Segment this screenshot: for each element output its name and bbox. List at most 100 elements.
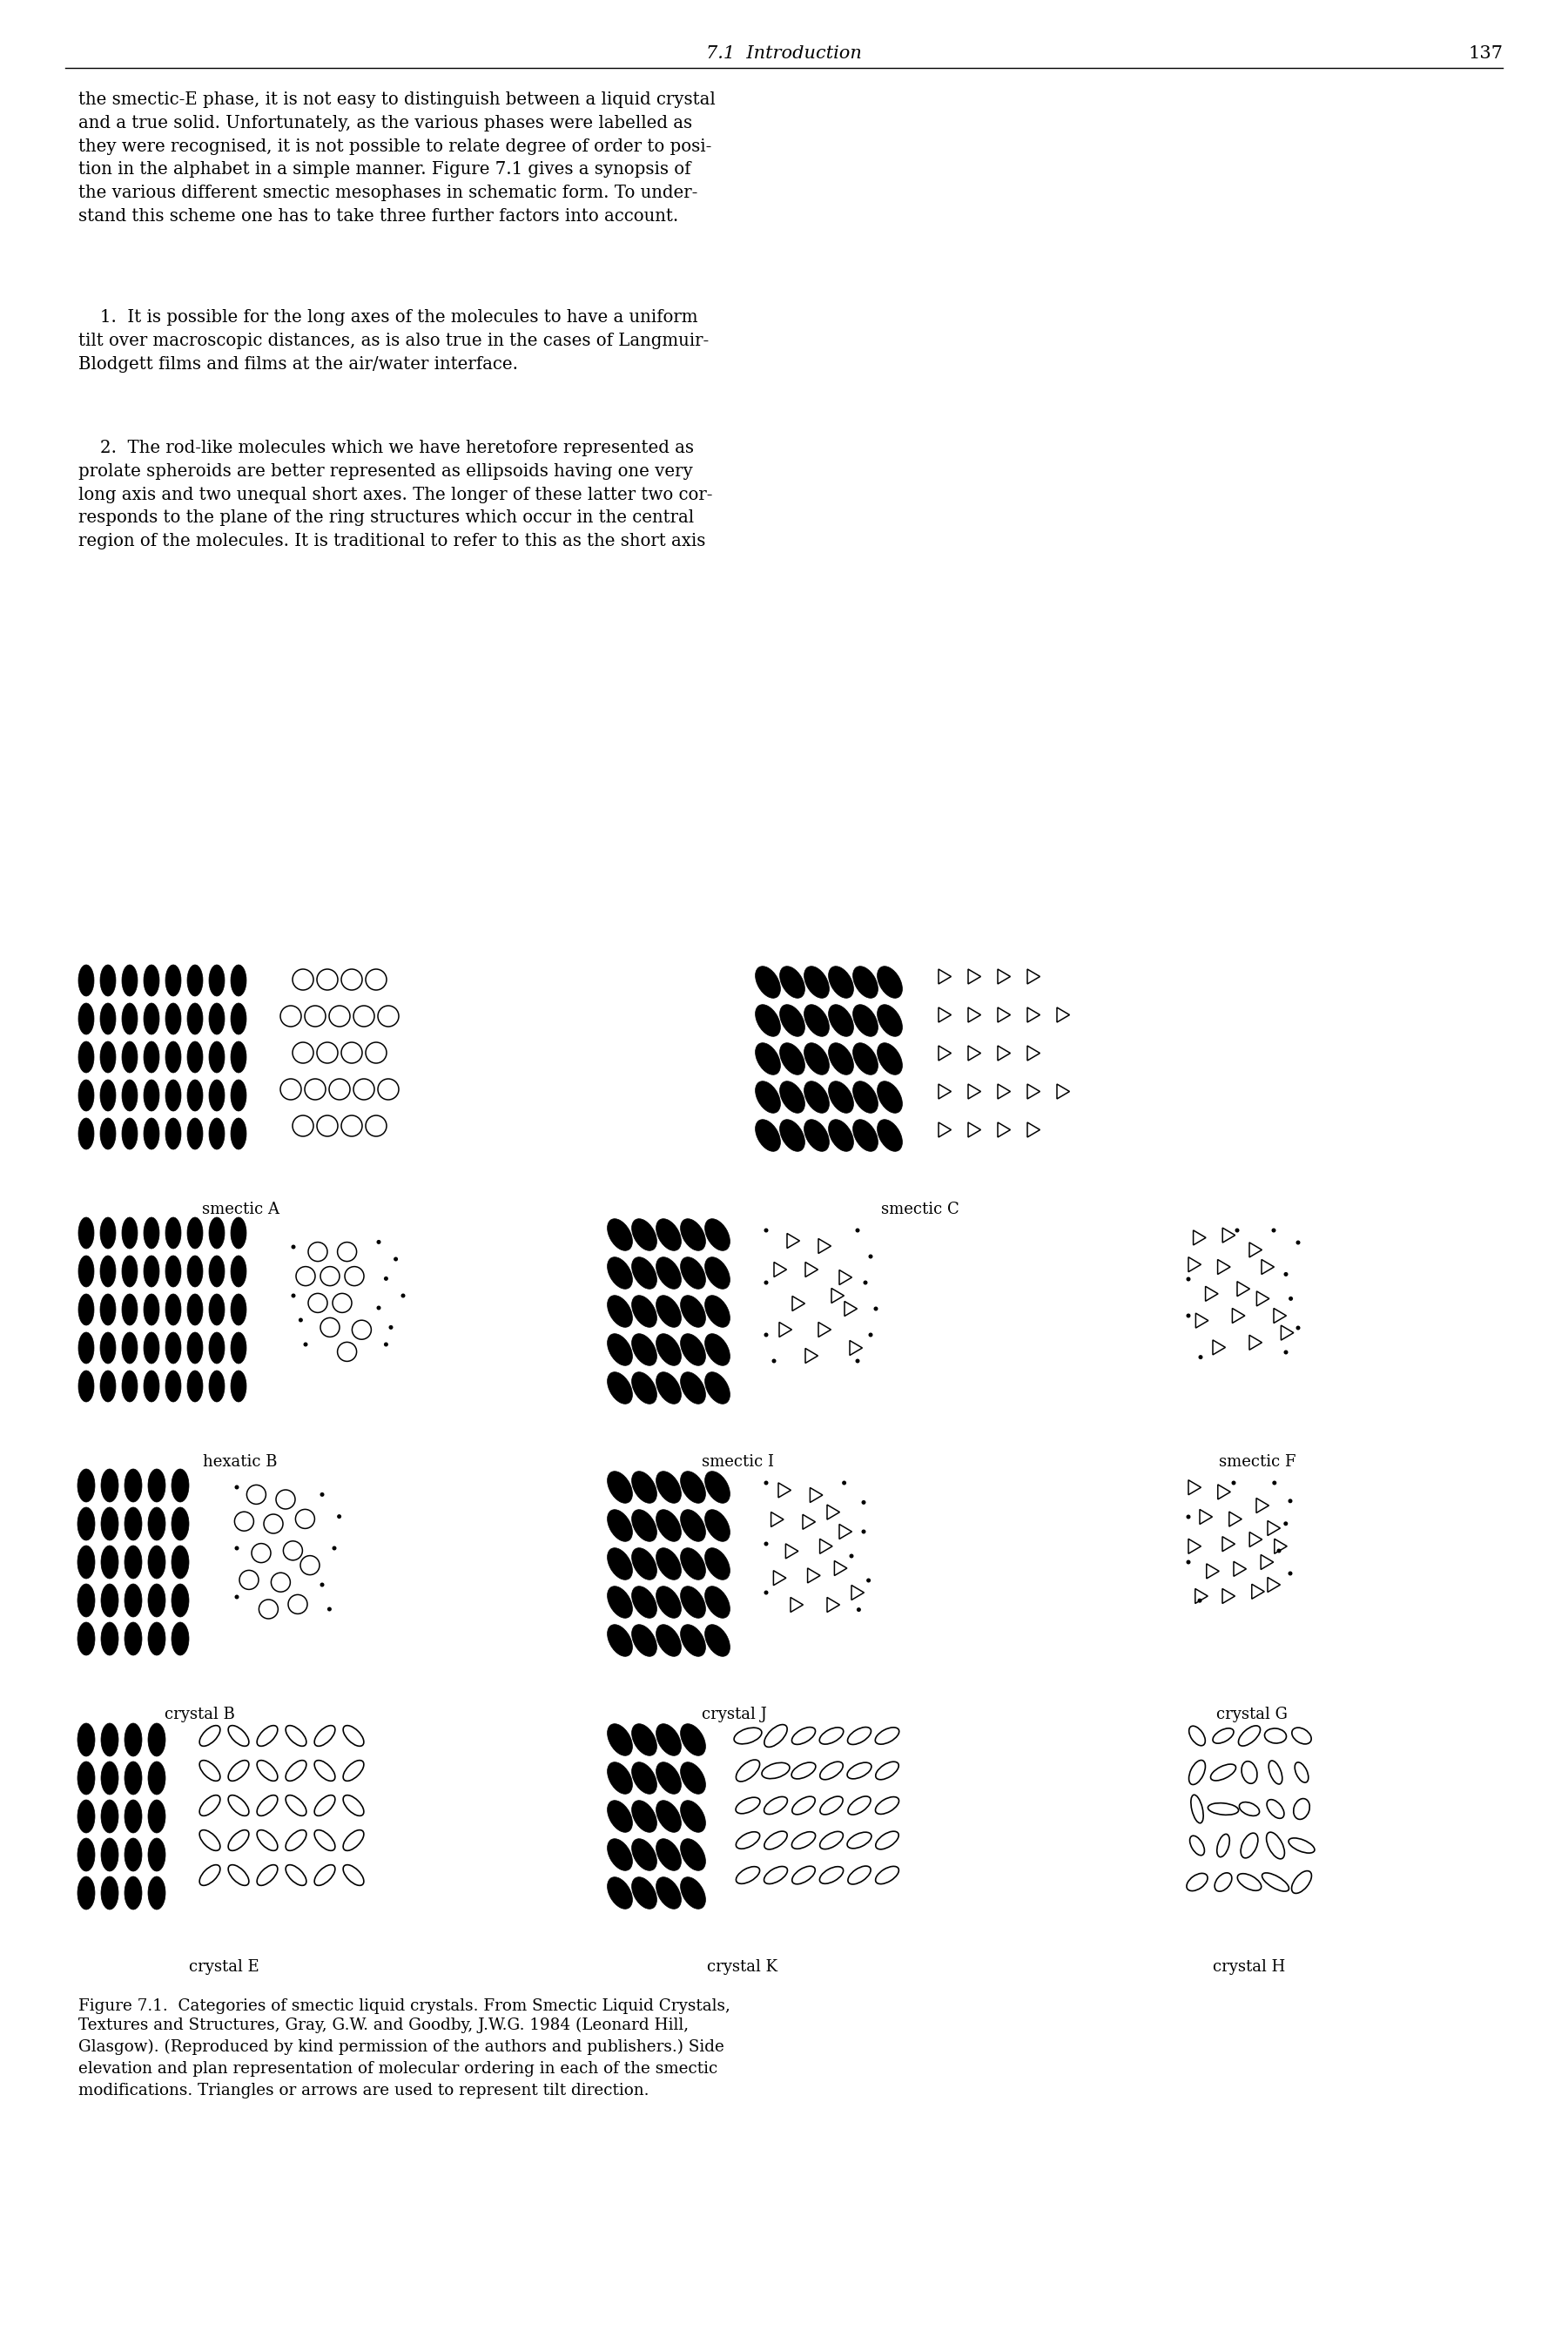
Ellipse shape (853, 966, 878, 999)
Ellipse shape (877, 1044, 902, 1074)
Ellipse shape (100, 1371, 116, 1401)
Text: the smectic-E phase, it is not easy to distinguish between a liquid crystal
and : the smectic-E phase, it is not easy to d… (78, 92, 715, 226)
Text: crystal J: crystal J (702, 1707, 767, 1723)
Text: 137: 137 (1468, 45, 1502, 61)
Ellipse shape (756, 1044, 781, 1074)
Ellipse shape (320, 1493, 325, 1498)
Ellipse shape (230, 1333, 246, 1364)
Ellipse shape (756, 1119, 781, 1152)
Text: crystal B: crystal B (165, 1707, 235, 1723)
Text: 1.  It is possible for the long axes of the molecules to have a uniform
tilt ove: 1. It is possible for the long axes of t… (78, 308, 709, 371)
Ellipse shape (681, 1723, 706, 1756)
Ellipse shape (632, 1295, 657, 1328)
Ellipse shape (607, 1801, 632, 1831)
Ellipse shape (124, 1585, 143, 1617)
Ellipse shape (607, 1258, 632, 1288)
Ellipse shape (332, 1547, 337, 1549)
Ellipse shape (100, 1545, 119, 1578)
Ellipse shape (384, 1342, 389, 1347)
Ellipse shape (655, 1763, 681, 1794)
Ellipse shape (230, 1371, 246, 1401)
Ellipse shape (804, 1004, 829, 1037)
Ellipse shape (122, 1255, 138, 1286)
Ellipse shape (706, 1373, 731, 1404)
Ellipse shape (401, 1293, 405, 1298)
Text: hexatic B: hexatic B (204, 1455, 278, 1469)
Ellipse shape (706, 1625, 731, 1657)
Ellipse shape (230, 1218, 246, 1248)
Ellipse shape (706, 1258, 731, 1288)
Ellipse shape (607, 1547, 632, 1580)
Ellipse shape (877, 1004, 902, 1037)
Ellipse shape (655, 1587, 681, 1617)
Ellipse shape (655, 1547, 681, 1580)
Text: smectic A: smectic A (202, 1201, 279, 1218)
Ellipse shape (78, 964, 94, 997)
Ellipse shape (655, 1625, 681, 1657)
Ellipse shape (607, 1218, 632, 1251)
Ellipse shape (681, 1838, 706, 1871)
Ellipse shape (165, 1333, 180, 1364)
Ellipse shape (144, 1371, 160, 1401)
Ellipse shape (122, 1218, 138, 1248)
Ellipse shape (165, 1004, 180, 1034)
Ellipse shape (804, 1119, 829, 1152)
Ellipse shape (78, 1333, 94, 1364)
Ellipse shape (171, 1585, 188, 1617)
Ellipse shape (147, 1507, 165, 1540)
Ellipse shape (706, 1218, 731, 1251)
Ellipse shape (771, 1359, 776, 1364)
Ellipse shape (320, 1582, 325, 1587)
Ellipse shape (122, 1333, 138, 1364)
Ellipse shape (147, 1723, 165, 1756)
Ellipse shape (756, 1081, 781, 1112)
Ellipse shape (165, 1218, 180, 1248)
Ellipse shape (124, 1761, 143, 1794)
Ellipse shape (187, 1371, 202, 1401)
Ellipse shape (655, 1373, 681, 1404)
Ellipse shape (655, 1295, 681, 1328)
Ellipse shape (607, 1509, 632, 1542)
Ellipse shape (607, 1763, 632, 1794)
Ellipse shape (77, 1545, 96, 1578)
Ellipse shape (235, 1547, 238, 1549)
Ellipse shape (122, 1004, 138, 1034)
Ellipse shape (124, 1469, 143, 1502)
Ellipse shape (209, 1255, 224, 1286)
Ellipse shape (632, 1838, 657, 1871)
Ellipse shape (1231, 1481, 1236, 1486)
Ellipse shape (804, 966, 829, 999)
Ellipse shape (187, 1255, 202, 1286)
Ellipse shape (632, 1258, 657, 1288)
Ellipse shape (78, 1293, 94, 1326)
Ellipse shape (165, 1119, 180, 1150)
Ellipse shape (681, 1587, 706, 1617)
Ellipse shape (632, 1333, 657, 1366)
Ellipse shape (124, 1801, 143, 1834)
Ellipse shape (328, 1608, 331, 1610)
Ellipse shape (147, 1545, 165, 1578)
Ellipse shape (165, 1371, 180, 1401)
Ellipse shape (187, 1218, 202, 1248)
Ellipse shape (147, 1801, 165, 1834)
Ellipse shape (165, 1041, 180, 1072)
Ellipse shape (873, 1307, 878, 1312)
Ellipse shape (779, 1044, 804, 1074)
Ellipse shape (655, 1333, 681, 1366)
Ellipse shape (100, 1004, 116, 1034)
Ellipse shape (1287, 1570, 1292, 1575)
Ellipse shape (209, 1371, 224, 1401)
Ellipse shape (1272, 1227, 1276, 1232)
Ellipse shape (171, 1545, 188, 1578)
Ellipse shape (209, 1041, 224, 1072)
Ellipse shape (77, 1801, 96, 1834)
Ellipse shape (764, 1589, 768, 1594)
Ellipse shape (100, 1622, 119, 1655)
Ellipse shape (77, 1507, 96, 1540)
Ellipse shape (147, 1876, 165, 1909)
Ellipse shape (853, 1081, 878, 1112)
Text: crystal G: crystal G (1217, 1707, 1287, 1723)
Ellipse shape (209, 1218, 224, 1248)
Ellipse shape (1284, 1272, 1287, 1277)
Ellipse shape (122, 1293, 138, 1326)
